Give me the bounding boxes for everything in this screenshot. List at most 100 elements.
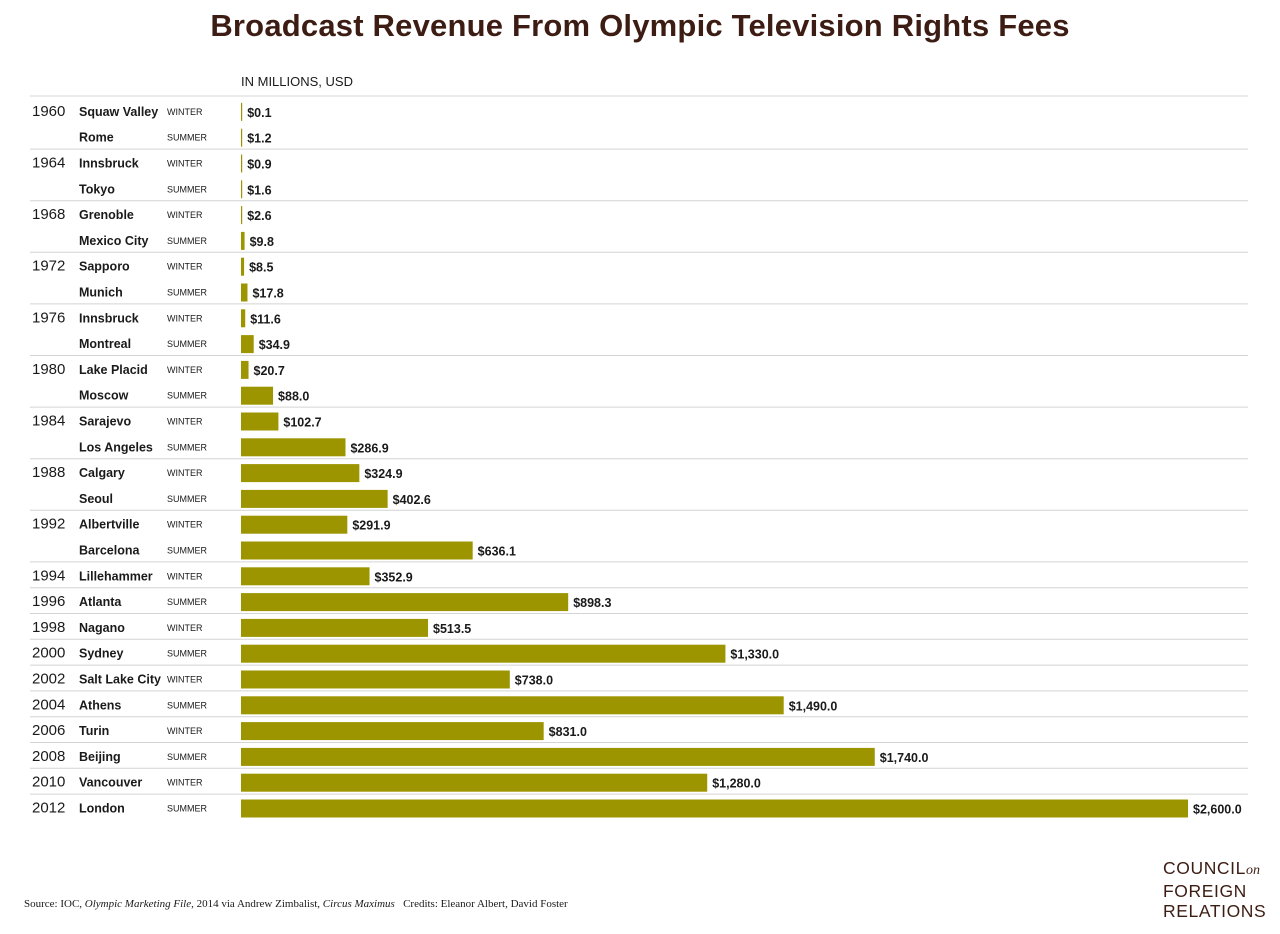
- season-label: SUMMER: [167, 546, 207, 556]
- city-label: Munich: [79, 286, 123, 300]
- bar: [241, 464, 360, 483]
- season-label: WINTER: [167, 159, 203, 169]
- season-label: SUMMER: [167, 236, 207, 246]
- season-label: WINTER: [167, 726, 203, 736]
- city-label: Innsbruck: [79, 157, 139, 171]
- city-label: Rome: [79, 131, 114, 145]
- city-label: Beijing: [79, 750, 121, 764]
- bar: [241, 644, 726, 663]
- bar: [241, 515, 348, 534]
- season-label: SUMMER: [167, 597, 207, 607]
- source-note: Source: IOC, Olympic Marketing File, 201…: [24, 898, 568, 910]
- year-label: 2012: [32, 800, 65, 817]
- logo-line-1-suffix: on: [1245, 863, 1260, 878]
- bar: [241, 231, 245, 250]
- logo-line-2: FOREIGN: [1163, 881, 1247, 901]
- season-label: SUMMER: [167, 288, 207, 298]
- season-label: SUMMER: [167, 752, 207, 762]
- value-label: $17.8: [252, 287, 283, 301]
- bar: [241, 386, 274, 405]
- city-label: Squaw Valley: [79, 105, 158, 119]
- year-label: 1980: [32, 361, 65, 378]
- city-label: Sapporo: [79, 260, 130, 274]
- bar: [241, 541, 473, 560]
- value-label: $2,600.0: [1193, 803, 1242, 817]
- year-label: 1994: [32, 567, 65, 584]
- logo-line-1: COUNCIL: [1163, 858, 1246, 878]
- bar-chart: 1960 Squaw Valley WINTER $0.1 Rome SUMMER $1.2…: [30, 95, 1248, 818]
- logo-line-3: RELATIONS: [1163, 901, 1267, 921]
- credits: Credits: Eleanor Albert, David Foster: [403, 898, 568, 910]
- year-label: 2000: [32, 645, 65, 662]
- cfr-logo: COUNCILon FOREIGN RELATIONS: [1163, 858, 1266, 921]
- value-label: $1,490.0: [789, 699, 838, 713]
- season-label: SUMMER: [167, 184, 207, 194]
- year-label: 2008: [32, 748, 65, 765]
- season-label: WINTER: [167, 313, 203, 323]
- value-label: $11.6: [250, 312, 281, 326]
- value-label: $636.1: [478, 545, 516, 559]
- value-label: $324.9: [364, 467, 402, 481]
- bar: [241, 747, 875, 766]
- bar: [241, 799, 1188, 818]
- value-label: $2.6: [247, 209, 271, 223]
- bar: [241, 670, 510, 689]
- city-label: Mexico City: [79, 234, 149, 248]
- year-label: 1960: [32, 103, 65, 120]
- season-label: WINTER: [167, 417, 203, 427]
- year-label: 2010: [32, 774, 65, 791]
- bar: [241, 335, 254, 354]
- value-label: $1.6: [247, 183, 271, 197]
- source-prefix: Source: IOC,: [24, 898, 85, 910]
- value-label: $88.0: [278, 390, 309, 404]
- bar: [241, 696, 784, 715]
- value-label: $1,280.0: [712, 777, 761, 791]
- value-label: $9.8: [250, 235, 274, 249]
- city-label: Moscow: [79, 389, 129, 403]
- value-label: $1,740.0: [880, 751, 929, 765]
- season-label: SUMMER: [167, 442, 207, 452]
- bar: [241, 128, 243, 147]
- bar: [241, 360, 249, 379]
- year-label: 1998: [32, 619, 65, 636]
- city-label: Turin: [79, 724, 109, 738]
- season-label: WINTER: [167, 675, 203, 685]
- value-label: $831.0: [549, 725, 587, 739]
- value-label: $738.0: [515, 674, 553, 688]
- bar: [241, 257, 245, 276]
- year-label: 1988: [32, 464, 65, 481]
- season-label: SUMMER: [167, 133, 207, 143]
- value-label: $0.1: [247, 106, 271, 120]
- city-label: Montreal: [79, 337, 131, 351]
- season-label: WINTER: [167, 520, 203, 530]
- city-label: Sydney: [79, 647, 124, 661]
- value-label: $898.3: [573, 596, 611, 610]
- city-label: Tokyo: [79, 182, 115, 196]
- bar: [241, 489, 388, 508]
- value-label: $20.7: [254, 364, 285, 378]
- source-mid: , 2014 via Andrew Zimbalist,: [191, 898, 323, 910]
- city-label: Lillehammer: [79, 569, 153, 583]
- value-label: $1.2: [247, 132, 271, 146]
- city-label: Seoul: [79, 492, 113, 506]
- city-label: Grenoble: [79, 208, 134, 222]
- city-label: Barcelona: [79, 544, 140, 558]
- bar: [241, 102, 243, 121]
- city-label: Sarajevo: [79, 415, 131, 429]
- city-label: Athens: [79, 698, 121, 712]
- season-label: SUMMER: [167, 391, 207, 401]
- season-label: SUMMER: [167, 804, 207, 814]
- season-label: SUMMER: [167, 339, 207, 349]
- year-label: 2006: [32, 722, 65, 739]
- city-label: Salt Lake City: [79, 673, 161, 687]
- city-label: Calgary: [79, 466, 125, 480]
- value-label: $513.5: [433, 622, 471, 636]
- value-label: $0.9: [247, 158, 271, 172]
- season-label: WINTER: [167, 262, 203, 272]
- value-label: $34.9: [259, 338, 290, 352]
- bar: [241, 206, 243, 225]
- season-label: WINTER: [167, 623, 203, 633]
- bar: [241, 773, 708, 792]
- value-label: $402.6: [393, 493, 431, 507]
- city-label: Atlanta: [79, 595, 122, 609]
